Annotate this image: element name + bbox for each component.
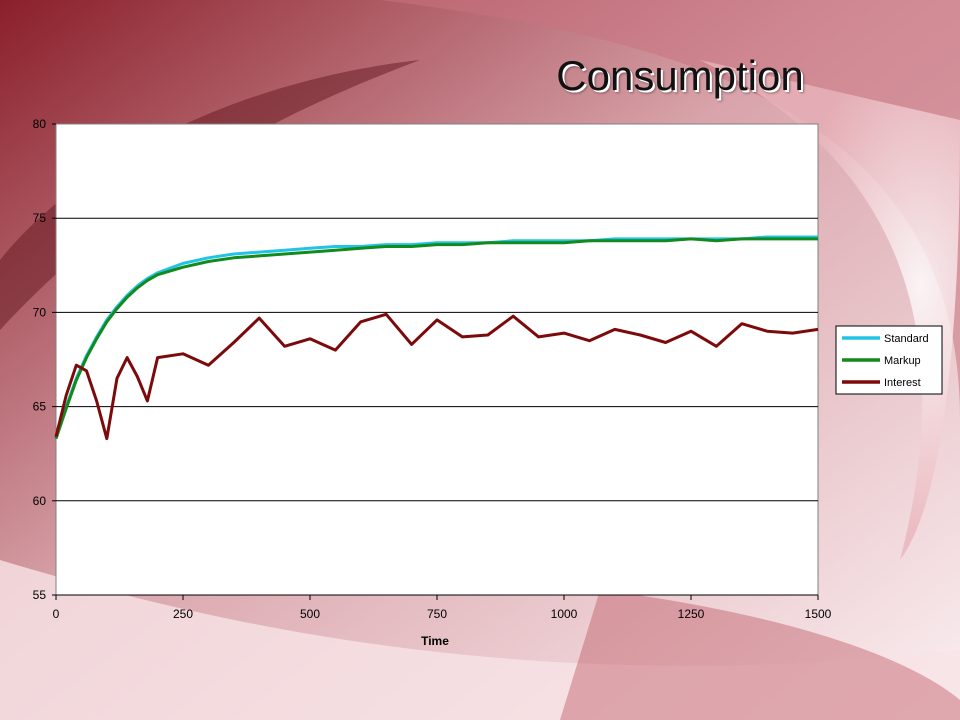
gridlines <box>56 217 818 502</box>
legend: Standard Markup Interest <box>835 325 943 395</box>
x-axis-ticks: 0 250 500 750 1000 1250 1500 <box>53 594 832 621</box>
legend-label-standard: Standard <box>884 333 929 345</box>
y-tick-label: 55 <box>33 588 47 602</box>
x-tick-label: 250 <box>173 607 193 621</box>
y-tick-label: 65 <box>33 400 47 414</box>
y-tick-label: 70 <box>33 305 47 319</box>
x-tick-label: 750 <box>427 607 447 621</box>
x-tick-label: 0 <box>53 607 60 621</box>
y-tick-label: 60 <box>33 494 47 508</box>
x-axis-title: Time <box>421 634 449 648</box>
series-line-interest <box>54 312 819 441</box>
series-lines <box>54 235 819 441</box>
x-tick-label: 500 <box>300 607 320 621</box>
slide-title: Consumption <box>556 52 804 99</box>
series-line-markup <box>54 237 818 440</box>
plot-area <box>55 123 819 596</box>
x-tick-label: 1250 <box>678 607 705 621</box>
x-tick-label: 1000 <box>551 607 578 621</box>
y-tick-label: 80 <box>33 117 47 131</box>
y-tick-label: 75 <box>33 211 47 225</box>
legend-label-markup: Markup <box>884 355 921 367</box>
plot-background <box>55 123 819 596</box>
x-tick-label: 1500 <box>805 607 832 621</box>
y-axis-ticks: 80 75 70 65 60 55 <box>33 117 56 602</box>
legend-label-interest: Interest <box>884 377 921 389</box>
